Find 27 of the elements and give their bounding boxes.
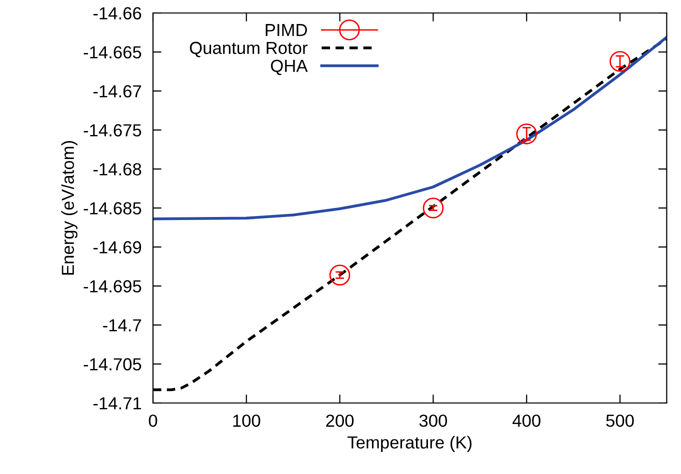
y-tick-label: -14.66 bbox=[93, 7, 142, 20]
point bbox=[516, 123, 538, 144]
y-tick-label: -14.665 bbox=[84, 46, 142, 58]
legend-label: QHA bbox=[270, 60, 308, 76]
y-tick-label: -14.7 bbox=[103, 319, 142, 332]
legend-label: Quantum Rotor bbox=[190, 42, 308, 58]
y-axis-title: Energy (eV/atom) bbox=[61, 141, 78, 275]
y-tick-label: -14.67 bbox=[93, 85, 142, 98]
x-axis-title: Temperature (K) bbox=[348, 436, 472, 452]
x-tick-label: 500 bbox=[606, 414, 634, 427]
point bbox=[422, 198, 444, 218]
y-tick-label: -14.685 bbox=[84, 202, 142, 214]
x-tick-label: 400 bbox=[512, 414, 540, 427]
legend-label: PIMD bbox=[266, 24, 307, 36]
point bbox=[329, 264, 350, 286]
y-tick-label: -14.68 bbox=[93, 163, 142, 176]
y-tick-label: -14.71 bbox=[93, 397, 142, 410]
x-tick-label: 100 bbox=[233, 414, 260, 427]
line-series bbox=[153, 36, 667, 220]
y-tick-label: -14.695 bbox=[84, 280, 142, 292]
point bbox=[610, 50, 630, 72]
x-tick-label: 200 bbox=[326, 414, 354, 427]
y-tick-label: -14.675 bbox=[84, 124, 142, 136]
y-tick-label: -14.705 bbox=[84, 358, 142, 370]
y-tick-label: -14.69 bbox=[93, 241, 142, 254]
x-tick-label: 0 bbox=[148, 414, 158, 427]
x-tick-label: 300 bbox=[419, 414, 448, 427]
